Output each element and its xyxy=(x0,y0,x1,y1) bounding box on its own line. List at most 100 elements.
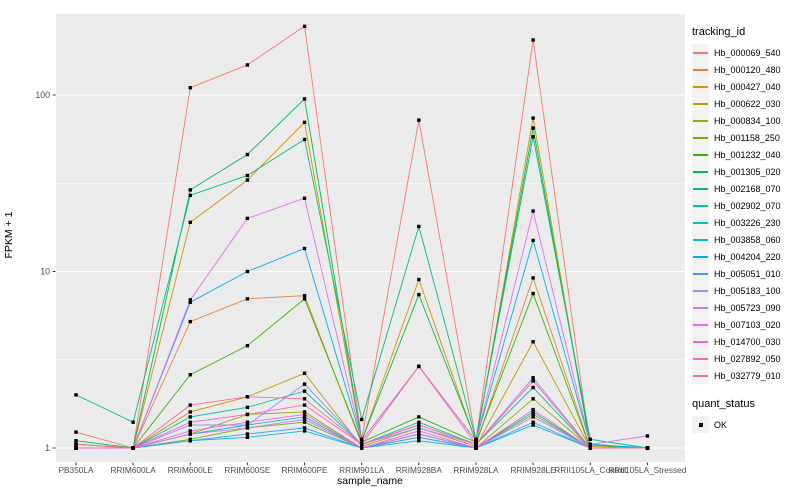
legend-entry-label: Hb_000069_540 xyxy=(714,47,781,58)
data-point xyxy=(531,276,535,280)
legend-entry-label: Hb_014700_030 xyxy=(714,336,781,347)
legend: tracking_id Hb_000069_540 Hb_000120_480 Hb… xyxy=(692,26,798,433)
x-tick-label: RRIM600LA xyxy=(111,465,157,475)
data-point xyxy=(245,173,250,178)
legend-key xyxy=(692,265,709,282)
data-point xyxy=(302,371,307,375)
legend-line-swatch xyxy=(693,103,708,105)
data-point xyxy=(188,403,192,407)
legend-line-swatch xyxy=(693,307,708,309)
data-point xyxy=(417,429,421,433)
legend-entry-label: Hb_003226_230 xyxy=(714,217,781,228)
legend-entry-label: Hb_001158_250 xyxy=(714,132,780,143)
x-tick-label: RRIM928LA xyxy=(453,465,499,475)
y-axis-title: FPKM + 1 xyxy=(3,211,15,259)
legend-key xyxy=(692,367,709,384)
legend-key xyxy=(692,316,709,333)
legend-entry-label: Hb_000120_480 xyxy=(714,64,781,75)
data-point xyxy=(245,63,250,67)
legend-line-swatch xyxy=(693,358,708,360)
x-tick-label: RRII105LA_Control xyxy=(554,465,626,475)
x-tick-label: RRIM928BA xyxy=(396,465,443,475)
legend-entry-label: Hb_004204_220 xyxy=(714,251,781,262)
legend-key xyxy=(692,129,709,146)
data-point xyxy=(302,382,307,386)
data-point xyxy=(188,429,192,433)
data-point xyxy=(417,435,421,439)
data-point xyxy=(131,420,135,424)
data-point xyxy=(417,118,421,122)
legend-entry-label: Hb_005183_100 xyxy=(714,285,781,296)
legend-entry-label: Hb_005051_010 xyxy=(714,268,781,279)
data-point xyxy=(531,415,535,419)
legend-entry: Hb_007103_020 xyxy=(692,316,798,333)
data-point xyxy=(531,116,535,120)
x-axis-title: sample_name xyxy=(337,475,403,487)
legend-entry: Hb_004204_220 xyxy=(692,248,798,265)
data-point xyxy=(531,412,535,417)
data-point xyxy=(531,423,535,427)
data-point xyxy=(588,446,592,450)
legend-entry-label: Hb_002168_070 xyxy=(714,183,781,194)
data-point xyxy=(302,120,307,125)
legend-entry: Hb_003226_230 xyxy=(692,214,798,231)
data-point xyxy=(531,385,535,390)
legend-line-swatch xyxy=(693,171,708,173)
data-point xyxy=(531,410,535,414)
legend-line-swatch xyxy=(693,273,708,275)
legend-key xyxy=(692,78,709,95)
data-point xyxy=(302,429,307,433)
data-point xyxy=(188,298,192,302)
data-point xyxy=(245,423,250,427)
legend-key xyxy=(692,44,709,61)
legend-line-swatch xyxy=(693,290,708,292)
legend-entry-label: Hb_027892_050 xyxy=(714,353,781,364)
legend-entry-quant-ok: OK xyxy=(692,416,798,433)
legend-entry-label: Hb_001232_040 xyxy=(714,149,781,160)
data-point xyxy=(245,412,250,417)
legend-entry-label: Hb_002902_070 xyxy=(714,200,781,211)
data-point xyxy=(302,397,307,401)
data-point xyxy=(302,293,307,298)
data-point xyxy=(417,426,421,430)
legend-entry: Hb_005723_090 xyxy=(692,299,798,316)
legend-line-swatch xyxy=(693,205,708,207)
legend-key xyxy=(692,416,709,433)
data-point xyxy=(188,438,192,443)
legend-key xyxy=(692,112,709,129)
legend-key xyxy=(692,282,709,299)
legend-entry: Hb_027892_050 xyxy=(692,350,798,367)
data-point xyxy=(531,126,535,130)
data-point xyxy=(302,420,307,424)
legend-entry: Hb_002168_070 xyxy=(692,180,798,197)
data-point xyxy=(131,446,135,450)
data-point xyxy=(245,435,250,439)
legend-entry-label: Hb_005723_090 xyxy=(714,302,781,313)
data-point xyxy=(302,417,307,422)
legend-entries: Hb_000069_540 Hb_000120_480 Hb_000427_040 H… xyxy=(692,44,798,384)
legend-entry-label: Hb_007103_020 xyxy=(714,319,781,330)
data-point xyxy=(417,292,421,297)
data-point xyxy=(531,407,535,412)
legend-line-swatch xyxy=(693,256,708,258)
data-point xyxy=(245,432,250,436)
data-point xyxy=(302,246,307,251)
legend-entry: Hb_014700_030 xyxy=(692,333,798,350)
data-point xyxy=(302,426,307,430)
data-point xyxy=(188,423,192,427)
data-point xyxy=(245,420,250,424)
data-point xyxy=(245,297,250,301)
legend-entry: Hb_001158_250 xyxy=(692,129,798,146)
legend-entry: Hb_005051_010 xyxy=(692,265,798,282)
data-point xyxy=(245,216,250,221)
data-point xyxy=(74,442,78,446)
data-point xyxy=(245,343,250,348)
legend-title-tracking-id: tracking_id xyxy=(692,26,746,38)
data-point xyxy=(531,135,535,139)
data-point xyxy=(245,178,250,182)
data-point xyxy=(302,412,307,417)
y-tick-label: 10 xyxy=(40,267,50,277)
legend-line-swatch xyxy=(693,69,708,71)
legend-key xyxy=(692,248,709,265)
